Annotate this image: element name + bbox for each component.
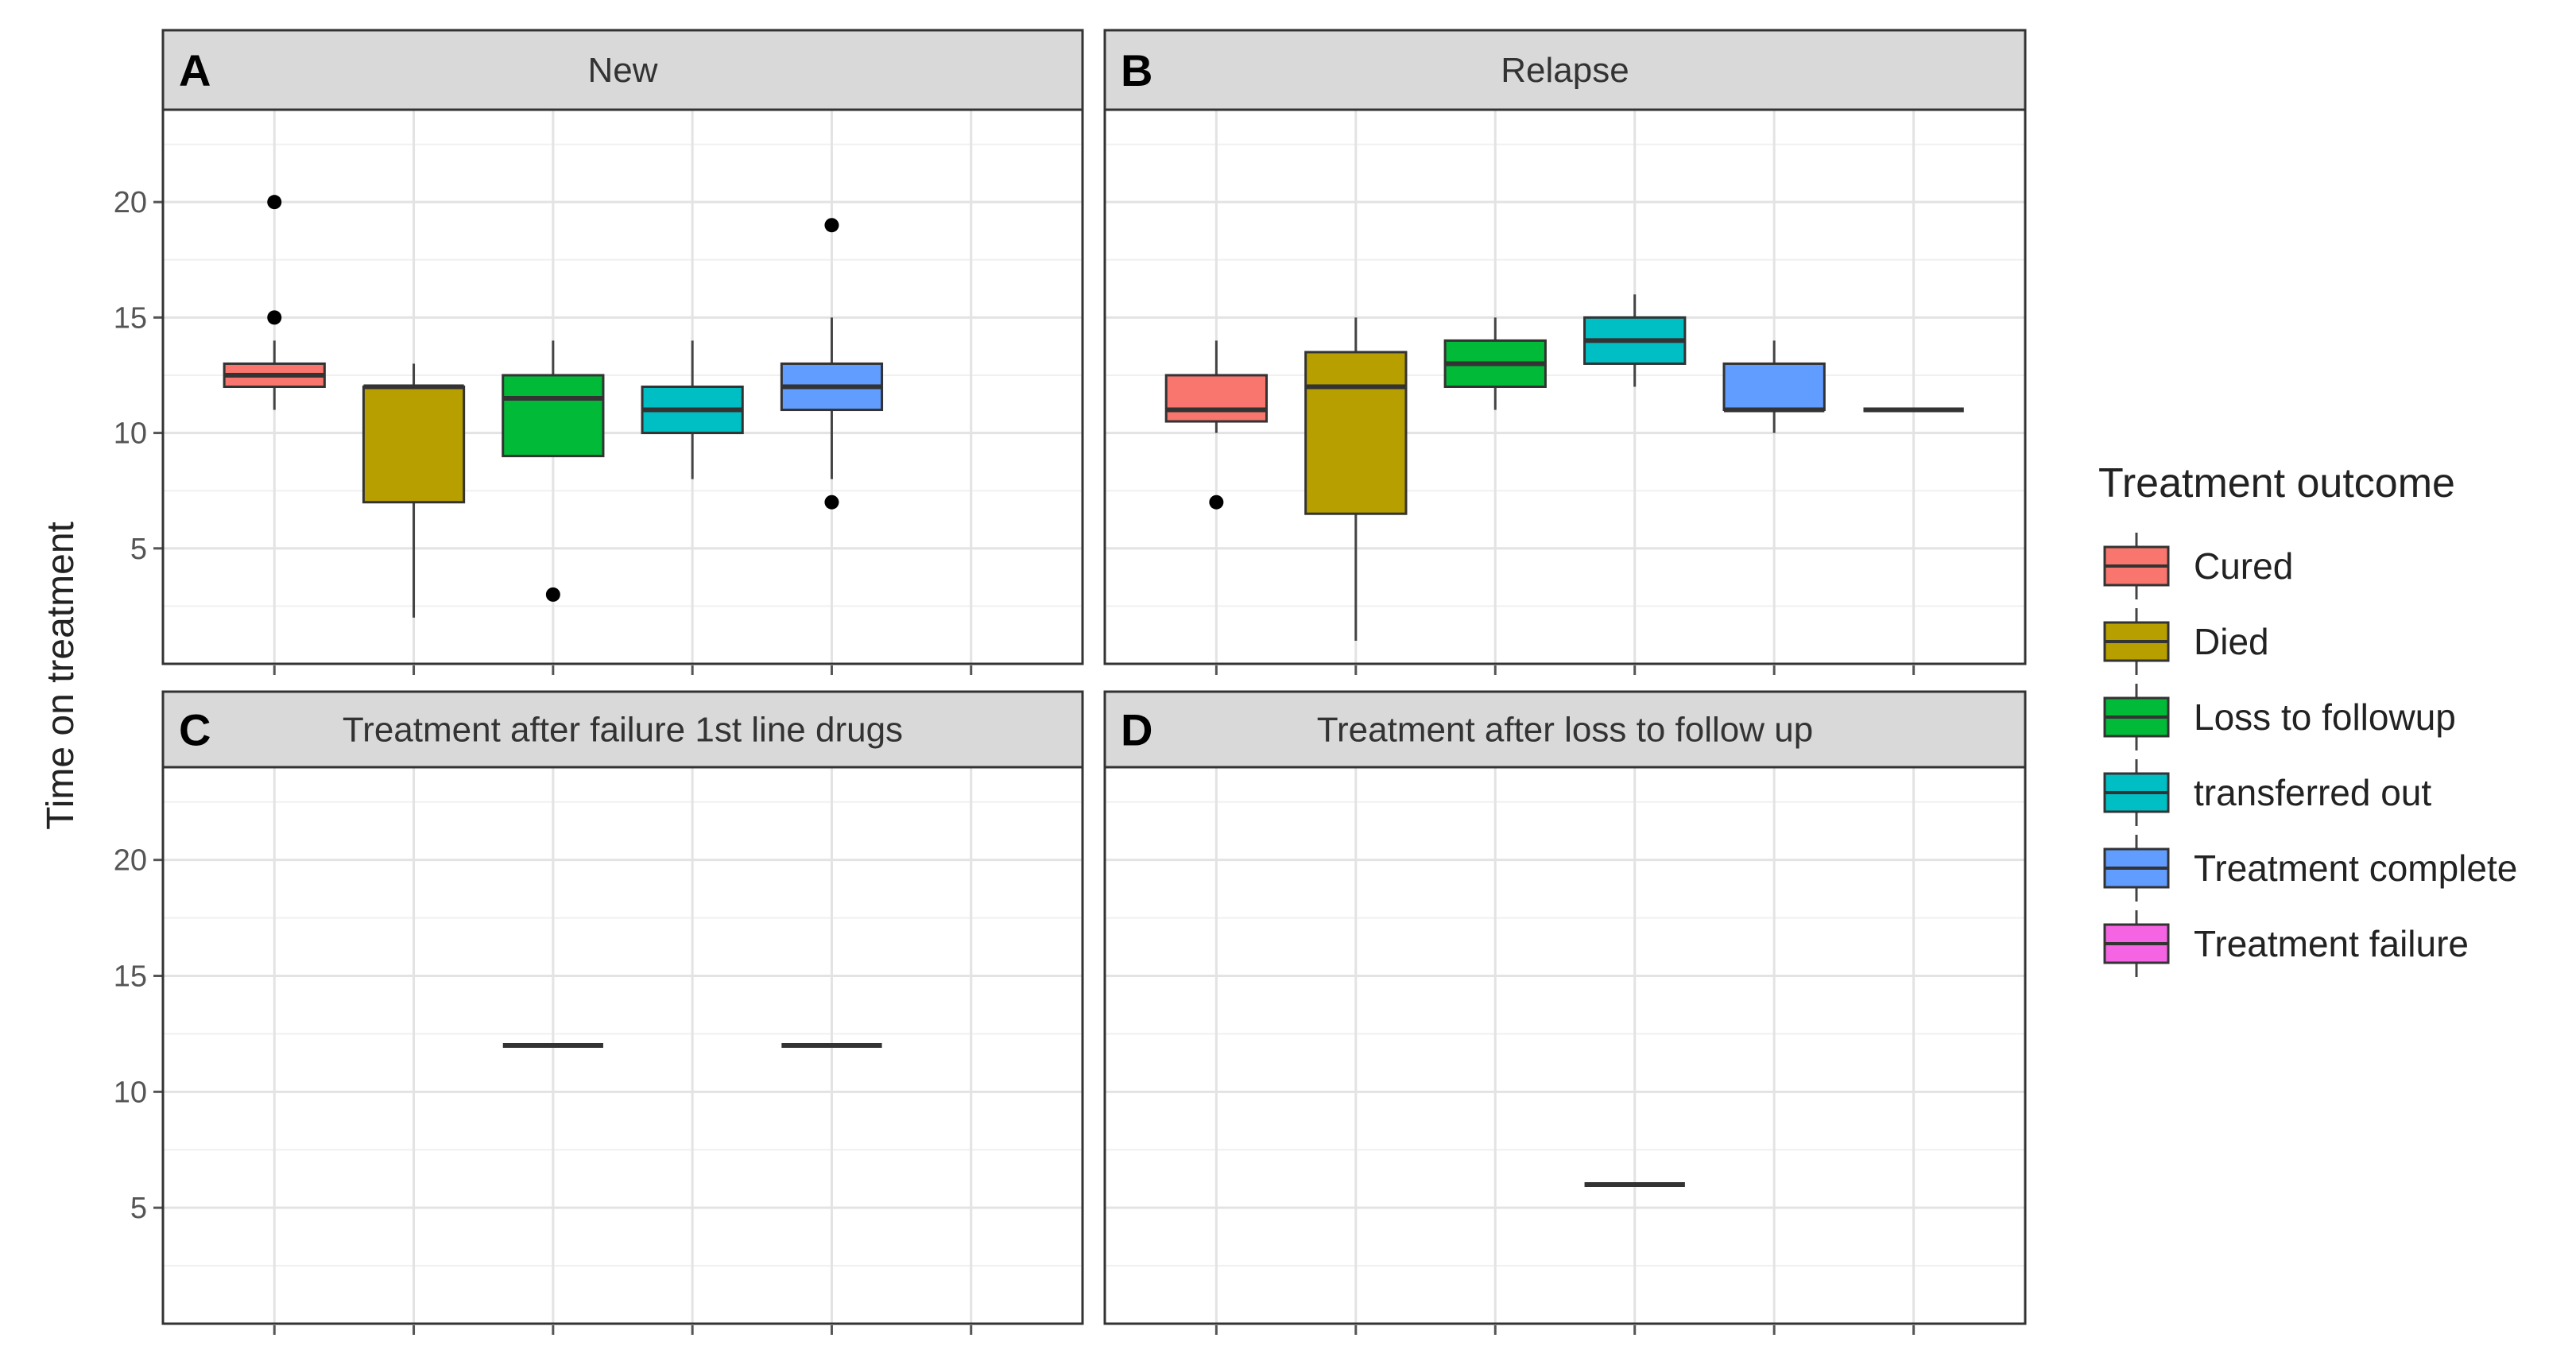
legend-title: Treatment outcome — [2098, 460, 2455, 506]
plot-background — [1105, 767, 2025, 1324]
panel-letter: D — [1121, 705, 1152, 755]
panel-title: Relapse — [1501, 51, 1629, 90]
panel-a: A New 5 10 15 20 — [114, 29, 1084, 675]
panel-letter: A — [179, 45, 211, 95]
legend-item: Treatment complete — [2103, 835, 2517, 902]
box-cured — [1164, 340, 1269, 510]
panel-d: D Treatment after loss to follow up — [1103, 690, 2027, 1335]
legend-label: Treatment failure — [2194, 923, 2469, 964]
legend-label: Treatment complete — [2194, 847, 2517, 889]
box-body — [1722, 362, 1826, 412]
panel-title: Treatment after loss to follow up — [1317, 711, 1813, 750]
panel-strip — [1103, 690, 2027, 769]
box-loss-to-followup — [1443, 317, 1547, 410]
y-tick-label: 20 — [114, 844, 147, 878]
box-body — [1164, 374, 1269, 423]
y-tick-label: 15 — [114, 960, 147, 994]
panel-strip — [161, 690, 1084, 769]
box-died — [362, 363, 466, 618]
panel-border — [1103, 766, 2027, 1325]
plot-background — [163, 767, 1083, 1324]
panel-strip — [161, 29, 1084, 111]
panel-strip — [1103, 29, 2027, 111]
outlier-point — [1209, 494, 1224, 510]
y-tick-label: 5 — [130, 533, 147, 566]
panel-letter: B — [1121, 45, 1152, 95]
legend-item: transferred out — [2103, 759, 2431, 826]
legend-item: Loss to followup — [2103, 684, 2456, 750]
y-tick-label: 5 — [130, 1192, 147, 1225]
outlier-point — [267, 310, 282, 325]
legend-label: Cured — [2194, 545, 2293, 587]
panel-c: C Treatment after failure 1st line drugs 5… — [114, 690, 1084, 1335]
panel-title: Treatment after failure 1st line drugs — [343, 711, 903, 750]
box-transferred-out — [1583, 294, 1687, 387]
panel-border — [1103, 108, 2027, 665]
legend-label: Loss to followup — [2194, 696, 2456, 738]
y-tick-label: 10 — [114, 1076, 147, 1109]
box-treatment-complete — [1722, 340, 1826, 433]
box-cured — [223, 195, 326, 410]
box-body — [362, 386, 466, 504]
panel-title: New — [587, 51, 657, 90]
panel-b: B Relapse — [1103, 29, 2027, 675]
outlier-point — [545, 587, 560, 602]
legend-label: Died — [2194, 621, 2269, 662]
legend-item: Cured — [2103, 533, 2293, 599]
y-axis-title: Time on treatment — [40, 522, 82, 830]
outlier-point — [267, 195, 282, 210]
box-treatment-complete — [780, 218, 884, 510]
legend-item: Treatment failure — [2103, 910, 2469, 977]
panel-border — [161, 766, 1084, 1325]
outlier-point — [824, 494, 839, 510]
panels-group: A New 5 10 15 20 B Relapse C Treatment after fail… — [114, 29, 2027, 1335]
box-transferred-out — [641, 340, 744, 479]
legend-label: transferred out — [2194, 772, 2431, 813]
y-tick-label: 15 — [114, 301, 147, 335]
box-died — [1304, 317, 1408, 641]
box-loss-to-followup — [502, 340, 605, 602]
box-body — [1304, 351, 1408, 515]
y-tick-label: 10 — [114, 417, 147, 451]
panel-border — [161, 108, 1084, 665]
y-tick-label: 20 — [114, 186, 147, 219]
box-body — [502, 374, 605, 458]
legend: Treatment outcome Cured Died Loss to follow… — [2098, 460, 2517, 977]
outlier-point — [824, 218, 839, 233]
legend-item: Died — [2103, 608, 2269, 675]
panel-letter: C — [179, 705, 211, 755]
